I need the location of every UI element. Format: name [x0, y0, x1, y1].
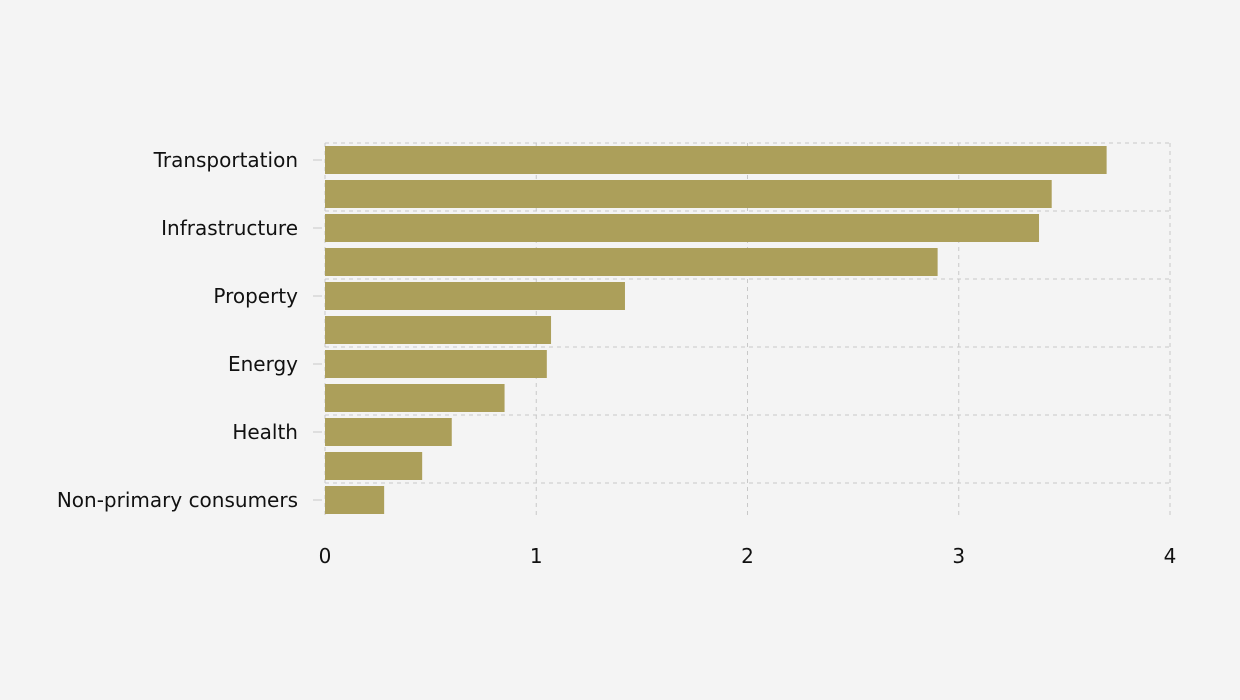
bar	[325, 282, 625, 310]
x-axis: 0 1 2 3 4	[319, 544, 1177, 568]
bar	[325, 146, 1107, 174]
x-tick-label: 4	[1164, 544, 1177, 568]
bar	[325, 180, 1052, 208]
bar	[325, 316, 552, 344]
y-tick-label: Energy	[228, 352, 298, 376]
bar	[325, 486, 385, 514]
bar	[325, 248, 938, 276]
x-tick-label: 0	[319, 544, 332, 568]
bar	[325, 350, 547, 378]
x-tick-label: 2	[741, 544, 754, 568]
y-axis: Transportation Infrastructure Property Ener…	[57, 148, 322, 512]
y-tick-label: Property	[213, 284, 298, 308]
bar	[325, 452, 423, 480]
x-tick-label: 1	[530, 544, 543, 568]
bar	[325, 418, 452, 446]
bar	[325, 214, 1040, 242]
y-tick-label: Infrastructure	[161, 216, 298, 240]
y-tick-label: Transportation	[153, 148, 298, 172]
y-tick-label: Non-primary consumers	[57, 488, 298, 512]
bar	[325, 384, 505, 412]
x-tick-label: 3	[952, 544, 965, 568]
bars	[325, 146, 1107, 514]
y-tick-label: Health	[232, 420, 298, 444]
